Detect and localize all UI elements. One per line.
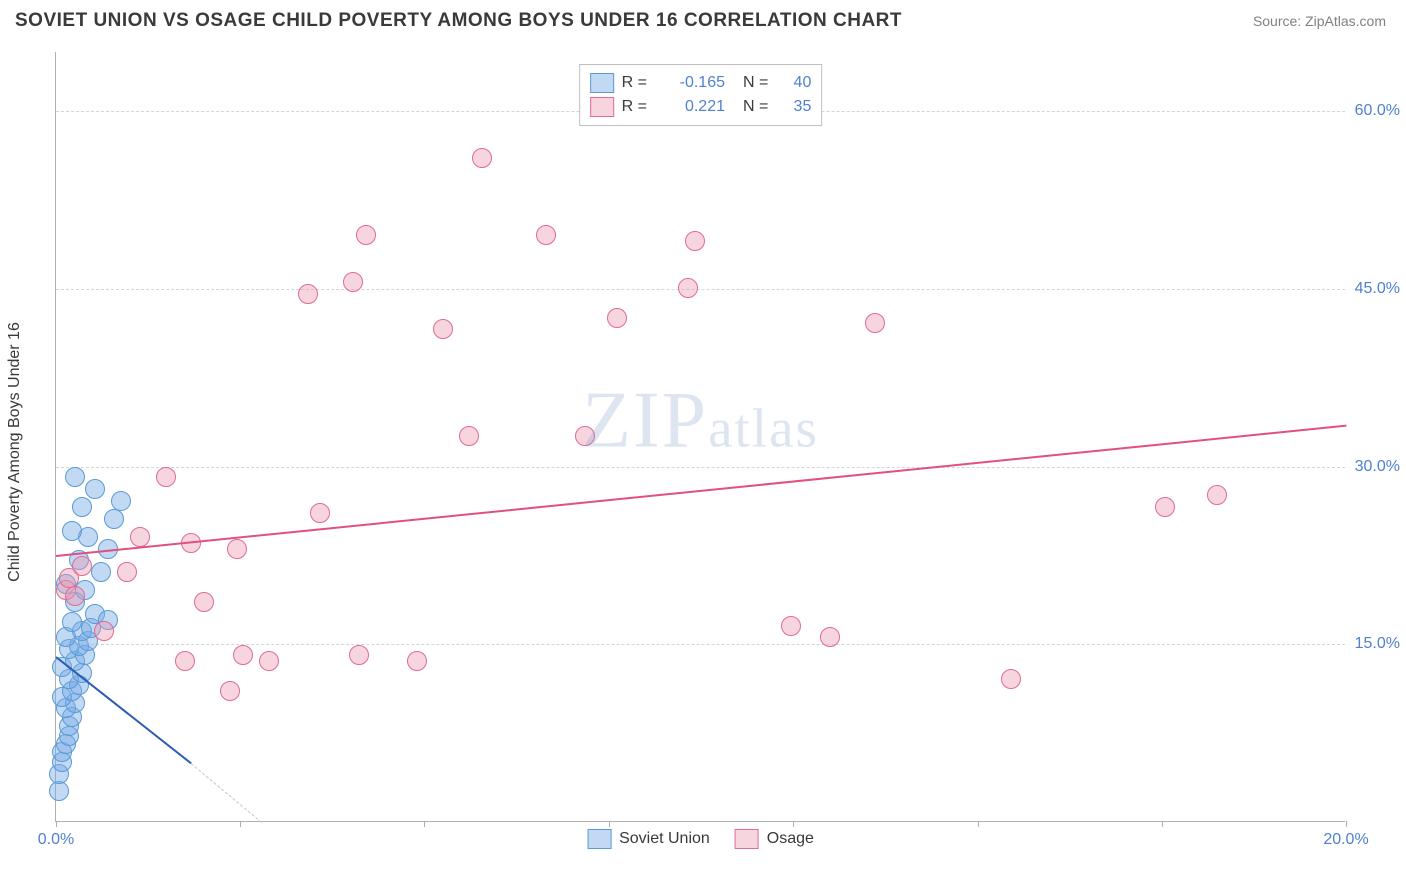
data-point <box>194 592 214 612</box>
data-point <box>298 284 318 304</box>
data-point <box>1207 485 1227 505</box>
data-point <box>310 503 330 523</box>
data-point <box>85 479 105 499</box>
data-point <box>65 467 85 487</box>
data-point <box>62 521 82 541</box>
legend-swatch <box>587 829 611 849</box>
r-label: R = <box>622 98 647 116</box>
r-value: -0.165 <box>655 74 725 92</box>
y-tick-label: 30.0% <box>1355 458 1400 476</box>
gridline <box>56 644 1345 645</box>
data-point <box>104 509 124 529</box>
legend-row: R = 0.221 N = 35 <box>590 95 812 119</box>
data-point <box>356 225 376 245</box>
y-tick-label: 15.0% <box>1355 635 1400 653</box>
series-name: Osage <box>767 830 814 848</box>
data-point <box>407 651 427 671</box>
x-tick <box>978 821 979 827</box>
data-point <box>94 621 114 641</box>
series-name: Soviet Union <box>619 830 710 848</box>
data-point <box>685 231 705 251</box>
legend-row: R = -0.165 N = 40 <box>590 71 812 95</box>
data-point <box>65 586 85 606</box>
data-point <box>459 426 479 446</box>
source-link[interactable]: ZipAtlas.com <box>1305 13 1386 29</box>
chart-container: Child Poverty Among Boys Under 16 ZIPatl… <box>45 42 1385 862</box>
data-point <box>220 681 240 701</box>
y-tick-label: 60.0% <box>1355 102 1400 120</box>
n-label: N = <box>743 98 768 116</box>
correlation-legend: R = -0.165 N = 40 R = 0.221 N = 35 <box>579 64 823 126</box>
x-tick <box>793 821 794 827</box>
data-point <box>62 612 82 632</box>
r-label: R = <box>622 74 647 92</box>
legend-swatch <box>590 73 614 93</box>
data-point <box>91 562 111 582</box>
y-tick-label: 45.0% <box>1355 280 1400 298</box>
data-point <box>49 781 69 801</box>
x-tick <box>609 821 610 827</box>
legend-swatch <box>735 829 759 849</box>
data-point <box>349 645 369 665</box>
data-point <box>72 556 92 576</box>
trend-line <box>56 425 1346 557</box>
data-point <box>156 467 176 487</box>
data-point <box>678 278 698 298</box>
x-tick-label: 0.0% <box>38 831 74 849</box>
data-point <box>575 426 595 446</box>
data-point <box>72 497 92 517</box>
legend-item: Osage <box>735 829 814 849</box>
legend-item: Soviet Union <box>587 829 710 849</box>
data-point <box>865 313 885 333</box>
source-label: Source: ZipAtlas.com <box>1253 13 1386 29</box>
x-tick <box>1162 821 1163 827</box>
x-tick <box>240 821 241 827</box>
legend-swatch <box>590 97 614 117</box>
chart-title: SOVIET UNION VS OSAGE CHILD POVERTY AMON… <box>15 10 902 32</box>
r-value: 0.221 <box>655 98 725 116</box>
data-point <box>472 148 492 168</box>
data-point <box>227 539 247 559</box>
data-point <box>1155 497 1175 517</box>
y-axis-label: Child Poverty Among Boys Under 16 <box>6 322 24 582</box>
gridline <box>56 289 1345 290</box>
data-point <box>111 491 131 511</box>
data-point <box>175 651 195 671</box>
n-value: 40 <box>776 74 811 92</box>
n-label: N = <box>743 74 768 92</box>
data-point <box>781 616 801 636</box>
data-point <box>607 308 627 328</box>
x-tick <box>56 821 57 827</box>
x-tick <box>424 821 425 827</box>
data-point <box>343 272 363 292</box>
data-point <box>536 225 556 245</box>
n-value: 35 <box>776 98 811 116</box>
series-legend: Soviet Union Osage <box>587 829 814 849</box>
data-point <box>433 319 453 339</box>
plot-area: ZIPatlas R =-0.165N =40R =0.221N =35 Sov… <box>55 52 1345 822</box>
data-point <box>259 651 279 671</box>
x-tick-label: 20.0% <box>1323 831 1368 849</box>
data-point <box>1001 669 1021 689</box>
data-point <box>117 562 137 582</box>
data-point <box>820 627 840 647</box>
trend-line-extension <box>191 763 263 823</box>
watermark: ZIPatlas <box>582 376 819 467</box>
data-point <box>130 527 150 547</box>
gridline <box>56 467 1345 468</box>
data-point <box>233 645 253 665</box>
x-tick <box>1346 821 1347 827</box>
